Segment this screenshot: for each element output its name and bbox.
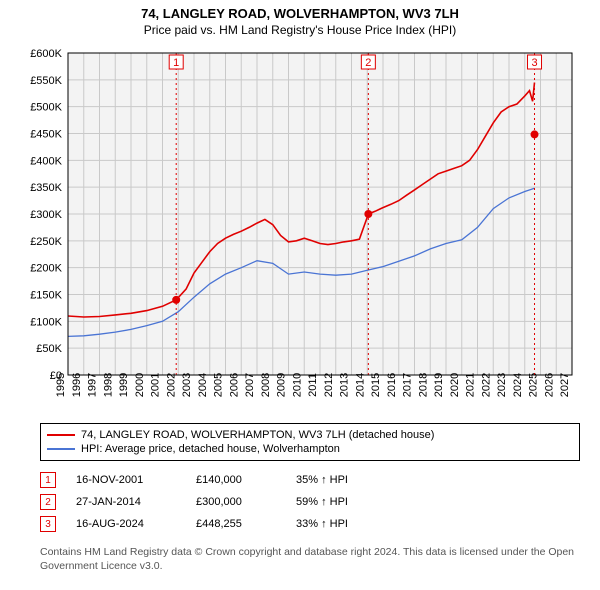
transaction-marker-3: 3	[40, 516, 56, 532]
svg-text:£250K: £250K	[30, 236, 62, 248]
svg-text:2023: 2023	[496, 373, 508, 397]
svg-text:2000: 2000	[134, 373, 146, 397]
transaction-vs-hpi: 59% ↑ HPI	[296, 496, 386, 508]
svg-text:2002: 2002	[165, 373, 177, 397]
svg-text:2020: 2020	[449, 373, 461, 397]
svg-text:1: 1	[173, 57, 179, 69]
svg-text:2003: 2003	[181, 373, 193, 397]
legend-item: 74, LANGLEY ROAD, WOLVERHAMPTON, WV3 7LH…	[47, 428, 573, 442]
svg-text:2012: 2012	[323, 373, 335, 397]
chart-area: £0£50K£100K£150K£200K£250K£300K£350K£400…	[20, 45, 580, 415]
transaction-date: 16-NOV-2001	[76, 474, 176, 486]
transaction-price: £140,000	[196, 474, 276, 486]
svg-text:2004: 2004	[197, 373, 209, 397]
svg-text:2017: 2017	[402, 373, 414, 397]
svg-text:2015: 2015	[370, 373, 382, 397]
title-line1: 74, LANGLEY ROAD, WOLVERHAMPTON, WV3 7LH	[0, 6, 600, 21]
svg-text:1996: 1996	[71, 373, 83, 397]
svg-text:2009: 2009	[276, 373, 288, 397]
svg-text:2019: 2019	[433, 373, 445, 397]
svg-text:£550K: £550K	[30, 75, 62, 87]
svg-text:2027: 2027	[559, 373, 571, 397]
svg-text:1997: 1997	[87, 373, 99, 397]
title-line2: Price paid vs. HM Land Registry's House …	[0, 23, 600, 37]
svg-text:£50K: £50K	[36, 343, 62, 355]
svg-text:£450K: £450K	[30, 129, 62, 141]
svg-text:2022: 2022	[480, 373, 492, 397]
legend-label: HPI: Average price, detached house, Wolv…	[81, 443, 340, 455]
svg-text:£500K: £500K	[30, 102, 62, 114]
svg-text:£150K: £150K	[30, 290, 62, 302]
chart-titles: 74, LANGLEY ROAD, WOLVERHAMPTON, WV3 7LH…	[0, 0, 600, 37]
svg-text:2010: 2010	[291, 373, 303, 397]
svg-text:2024: 2024	[512, 373, 524, 397]
svg-text:2005: 2005	[213, 373, 225, 397]
svg-text:2025: 2025	[528, 373, 540, 397]
svg-text:2018: 2018	[417, 373, 429, 397]
svg-text:2016: 2016	[386, 373, 398, 397]
svg-text:2008: 2008	[260, 373, 272, 397]
legend: 74, LANGLEY ROAD, WOLVERHAMPTON, WV3 7LH…	[40, 423, 580, 461]
transaction-price: £448,255	[196, 518, 276, 530]
attribution-text: Contains HM Land Registry data © Crown c…	[40, 545, 580, 573]
transaction-marker-1: 1	[40, 472, 56, 488]
chart-svg: £0£50K£100K£150K£200K£250K£300K£350K£400…	[20, 45, 580, 415]
svg-text:2: 2	[365, 57, 371, 69]
svg-text:2006: 2006	[228, 373, 240, 397]
transaction-vs-hpi: 35% ↑ HPI	[296, 474, 386, 486]
svg-text:1999: 1999	[118, 373, 130, 397]
svg-text:3: 3	[531, 57, 537, 69]
svg-text:1998: 1998	[102, 373, 114, 397]
transaction-marker-2: 2	[40, 494, 56, 510]
svg-text:£400K: £400K	[30, 155, 62, 167]
svg-text:£300K: £300K	[30, 209, 62, 221]
transactions-block: 1 16-NOV-2001 £140,000 35% ↑ HPI 2 27-JA…	[40, 469, 580, 535]
svg-text:£200K: £200K	[30, 263, 62, 275]
legend-swatch	[47, 434, 75, 436]
legend-label: 74, LANGLEY ROAD, WOLVERHAMPTON, WV3 7LH…	[81, 429, 434, 441]
svg-text:2021: 2021	[465, 373, 477, 397]
svg-text:2013: 2013	[339, 373, 351, 397]
svg-text:2011: 2011	[307, 373, 319, 397]
transaction-price: £300,000	[196, 496, 276, 508]
svg-text:£100K: £100K	[30, 316, 62, 328]
transaction-row: 2 27-JAN-2014 £300,000 59% ↑ HPI	[40, 491, 580, 513]
svg-text:2026: 2026	[543, 373, 555, 397]
transaction-date: 16-AUG-2024	[76, 518, 176, 530]
transaction-row: 3 16-AUG-2024 £448,255 33% ↑ HPI	[40, 513, 580, 535]
transaction-vs-hpi: 33% ↑ HPI	[296, 518, 386, 530]
transaction-date: 27-JAN-2014	[76, 496, 176, 508]
legend-item: HPI: Average price, detached house, Wolv…	[47, 442, 573, 456]
svg-text:£350K: £350K	[30, 182, 62, 194]
svg-text:2007: 2007	[244, 373, 256, 397]
svg-text:1995: 1995	[55, 373, 67, 397]
transaction-row: 1 16-NOV-2001 £140,000 35% ↑ HPI	[40, 469, 580, 491]
svg-text:£600K: £600K	[30, 48, 62, 60]
svg-text:2001: 2001	[150, 373, 162, 397]
svg-text:2014: 2014	[354, 373, 366, 397]
legend-swatch	[47, 448, 75, 450]
